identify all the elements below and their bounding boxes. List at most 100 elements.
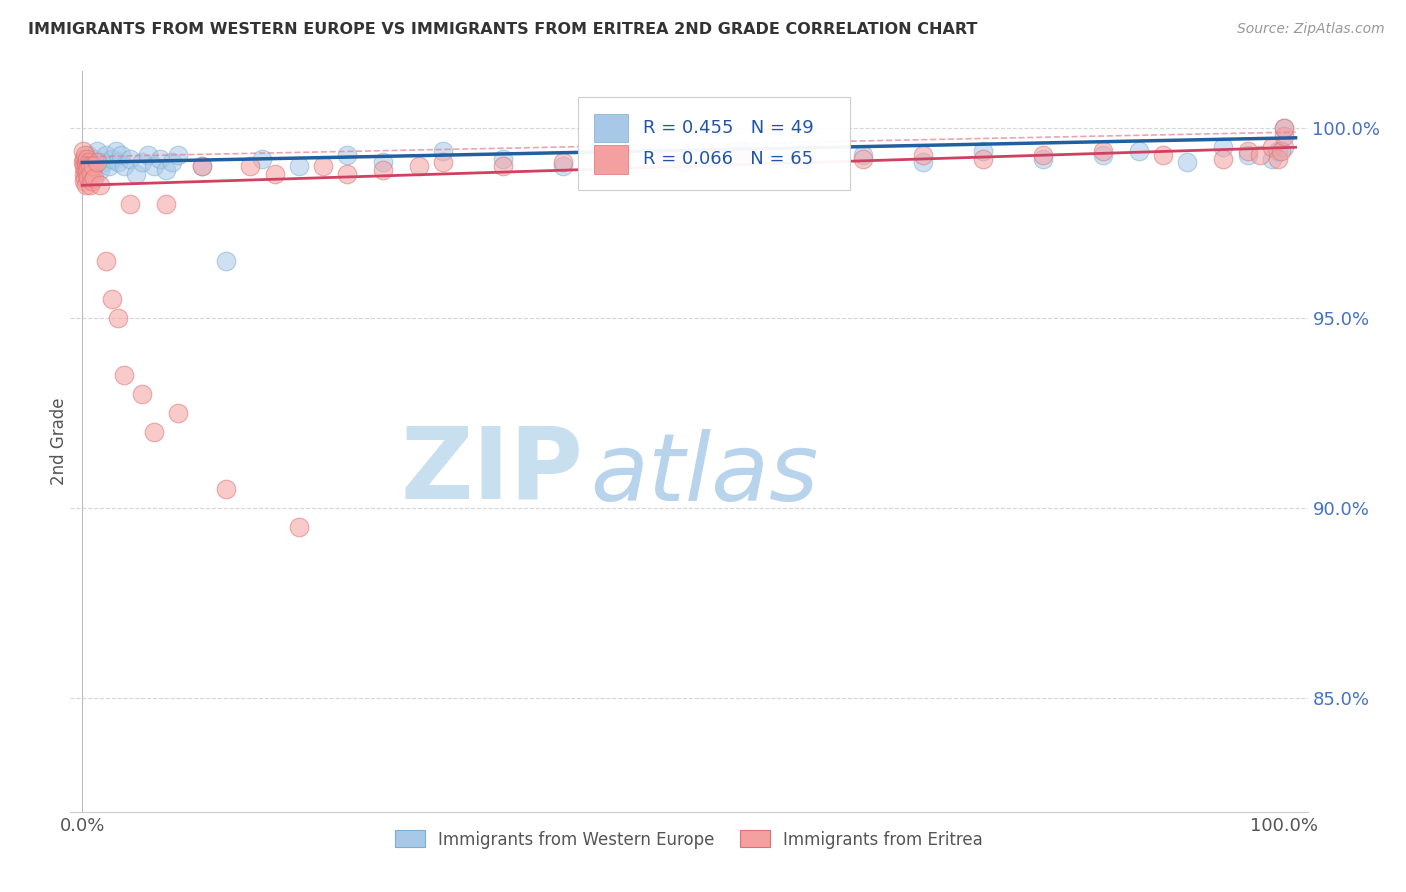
- Point: [97, 159, 120, 173]
- Point: [138, 148, 160, 162]
- Point: [93, 155, 115, 169]
- Point: [73, 152, 96, 166]
- Point: [1260, 140, 1282, 154]
- Point: [107, 155, 129, 169]
- Point: [73, 163, 96, 178]
- Point: [1270, 144, 1292, 158]
- Point: [371, 155, 394, 169]
- Point: [287, 159, 309, 173]
- Point: [408, 159, 430, 173]
- Point: [1177, 155, 1199, 169]
- Point: [672, 155, 695, 169]
- Point: [852, 148, 875, 162]
- Point: [73, 148, 96, 162]
- Text: atlas: atlas: [591, 429, 818, 520]
- Point: [852, 152, 875, 166]
- Point: [76, 163, 98, 178]
- Point: [912, 155, 935, 169]
- Point: [155, 197, 177, 211]
- Point: [110, 148, 132, 162]
- Point: [96, 148, 118, 162]
- Point: [75, 155, 97, 169]
- Point: [551, 155, 574, 169]
- Point: [80, 174, 103, 188]
- Point: [112, 159, 135, 173]
- Point: [80, 159, 103, 173]
- Point: [77, 148, 100, 162]
- Point: [1236, 148, 1258, 162]
- Point: [112, 368, 135, 383]
- Point: [792, 152, 814, 166]
- Point: [83, 152, 105, 166]
- Point: [101, 292, 124, 306]
- Point: [1272, 121, 1295, 136]
- Point: [492, 159, 515, 173]
- Point: [72, 155, 94, 169]
- Point: [75, 178, 97, 193]
- Point: [1267, 152, 1289, 166]
- Point: [120, 152, 142, 166]
- Point: [143, 425, 166, 439]
- Point: [131, 387, 153, 401]
- Point: [191, 159, 214, 173]
- Point: [76, 152, 98, 166]
- Point: [612, 152, 634, 166]
- Point: [672, 155, 695, 169]
- Point: [131, 155, 153, 169]
- Legend: Immigrants from Western Europe, Immigrants from Eritrea: Immigrants from Western Europe, Immigran…: [388, 823, 990, 855]
- Point: [371, 163, 394, 178]
- Point: [73, 159, 96, 173]
- Point: [432, 155, 454, 169]
- Point: [76, 167, 98, 181]
- Point: [162, 155, 184, 169]
- Point: [731, 144, 754, 158]
- Point: [1128, 144, 1150, 158]
- Point: [1249, 148, 1271, 162]
- Point: [612, 148, 634, 162]
- FancyBboxPatch shape: [578, 97, 849, 190]
- Point: [76, 159, 98, 173]
- Point: [72, 167, 94, 181]
- Point: [77, 155, 100, 169]
- Point: [1092, 144, 1115, 158]
- Point: [155, 163, 177, 178]
- Point: [492, 152, 515, 166]
- Point: [104, 144, 127, 158]
- Point: [912, 148, 935, 162]
- Point: [86, 155, 108, 169]
- Point: [432, 144, 454, 158]
- Point: [1212, 152, 1234, 166]
- Point: [101, 152, 124, 166]
- Text: R = 0.066   N = 65: R = 0.066 N = 65: [643, 151, 813, 169]
- Point: [1152, 148, 1174, 162]
- Point: [167, 148, 190, 162]
- Point: [287, 520, 309, 534]
- Point: [75, 159, 97, 173]
- Point: [167, 406, 190, 420]
- Point: [1267, 144, 1289, 158]
- Text: ZIP: ZIP: [401, 423, 583, 520]
- Point: [336, 167, 359, 181]
- Point: [73, 174, 96, 188]
- Bar: [593, 113, 628, 142]
- Point: [79, 178, 101, 193]
- Point: [252, 152, 274, 166]
- Point: [149, 152, 172, 166]
- Point: [551, 159, 574, 173]
- Point: [89, 178, 111, 193]
- Point: [239, 159, 262, 173]
- Point: [77, 170, 100, 185]
- Point: [72, 144, 94, 158]
- Point: [1032, 148, 1054, 162]
- Point: [80, 167, 103, 181]
- Point: [82, 159, 104, 173]
- Point: [89, 163, 111, 178]
- Point: [1212, 140, 1234, 154]
- Point: [263, 167, 285, 181]
- Text: Source: ZipAtlas.com: Source: ZipAtlas.com: [1237, 22, 1385, 37]
- Point: [1272, 140, 1295, 154]
- Y-axis label: 2nd Grade: 2nd Grade: [51, 398, 67, 485]
- Point: [143, 159, 166, 173]
- Point: [107, 311, 129, 326]
- Point: [83, 170, 105, 185]
